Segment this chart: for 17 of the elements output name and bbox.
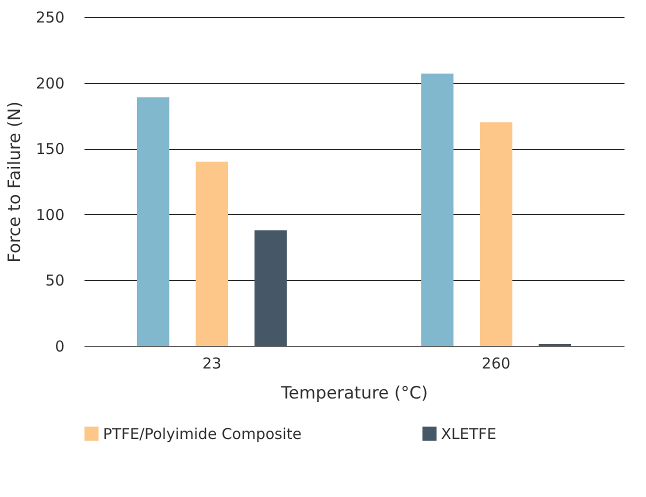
x-tick-label: 260 bbox=[482, 354, 510, 372]
bar bbox=[421, 74, 454, 346]
legend-label: XLETFE bbox=[441, 424, 496, 443]
y-tick-label: 200 bbox=[36, 74, 64, 92]
y-tick-label: 50 bbox=[45, 272, 64, 290]
y-tick-label: 0 bbox=[54, 338, 64, 356]
bar bbox=[196, 162, 228, 346]
legend-label: PTFE/Polyimide Composite bbox=[103, 424, 302, 443]
y-tick-label: 150 bbox=[36, 140, 64, 158]
x-tick-label: 23 bbox=[202, 354, 222, 372]
bar bbox=[136, 97, 170, 346]
bar bbox=[480, 122, 512, 346]
bar bbox=[254, 230, 287, 346]
y-tick-label: 250 bbox=[36, 8, 64, 26]
x-axis-title: Temperature (°C) bbox=[280, 384, 428, 404]
y-tick-label: 100 bbox=[36, 206, 64, 224]
y-axis-title: Force to Failure (N) bbox=[4, 101, 25, 263]
